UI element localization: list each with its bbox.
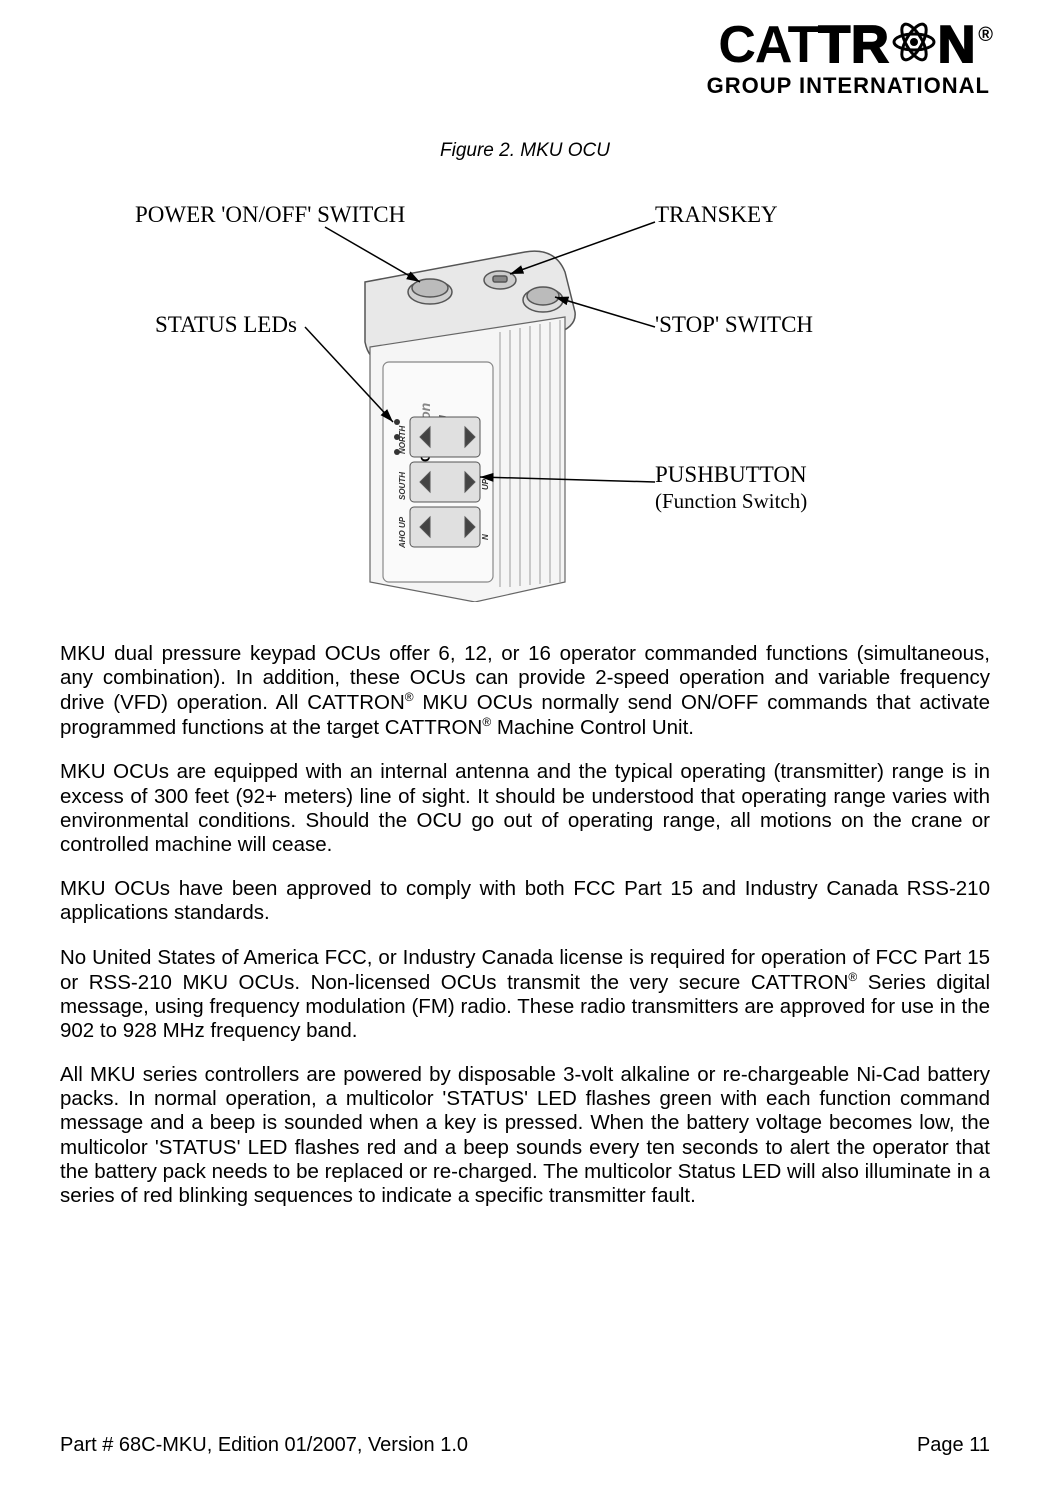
svg-text:UP: UP [481,478,490,490]
paragraph-3: MKU OCUs have been approved to comply wi… [60,877,990,925]
logo-n: N [938,22,977,69]
page: CATTR N® GROUP INTERNATIONAL Figure 2. M… [0,0,1050,1487]
label-pushbutton-line1: PUSHBUTTON [655,462,807,487]
atom-icon [892,20,936,71]
logo-subtitle: GROUP INTERNATIONAL [707,73,990,99]
footer-right: Page 11 [917,1434,990,1457]
body-text: MKU dual pressure keypad OCUs offer 6, 1… [60,642,990,1208]
footer-left: Part # 68C-MKU, Edition 01/2007, Version… [60,1434,468,1457]
label-transkey: TRANSKEY [655,202,778,228]
label-status-leds: STATUS LEDs [155,312,297,338]
svg-text:AHO UP: AHO UP [398,516,407,549]
label-stop-switch: 'STOP' SWITCH [655,312,813,338]
label-pushbutton-line2: (Function Switch) [655,489,807,513]
paragraph-5: All MKU series controllers are powered b… [60,1063,990,1208]
label-pushbutton: PUSHBUTTON (Function Switch) [655,462,807,514]
logo-block: CATTR N® GROUP INTERNATIONAL [707,20,990,99]
paragraph-4: No United States of America FCC, or Indu… [60,946,990,1044]
header: CATTR N® GROUP INTERNATIONAL [60,20,990,120]
device-illustration: CAT tron theimeg [325,222,645,602]
svg-text:N: N [481,534,490,540]
svg-text:NORTH: NORTH [398,425,407,454]
logo-tr: TR [818,22,889,69]
diagram-area: POWER 'ON/OFF' SWITCH TRANSKEY STATUS LE… [125,182,925,602]
figure-caption: Figure 2. MKU OCU [60,140,990,162]
registered-mark: ® [978,26,992,44]
logo-left: CAT [718,22,818,69]
paragraph-1: MKU dual pressure keypad OCUs offer 6, 1… [60,642,990,740]
footer: Part # 68C-MKU, Edition 01/2007, Version… [60,1434,990,1457]
svg-text:SOUTH: SOUTH [398,472,407,500]
logo-main: CATTR N® [707,20,990,71]
paragraph-2: MKU OCUs are equipped with an internal a… [60,760,990,857]
